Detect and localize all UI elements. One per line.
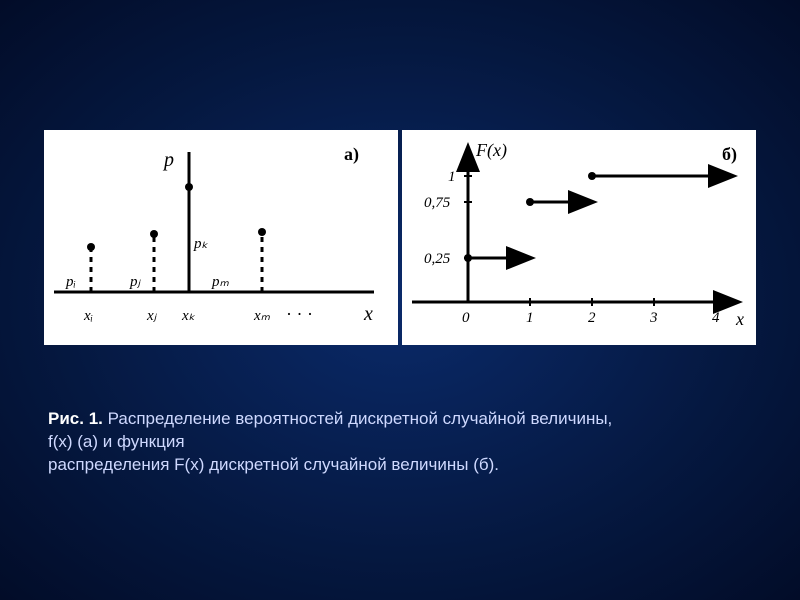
xtick-label: 2: [588, 310, 596, 326]
ytick-label: 0,25: [424, 251, 451, 267]
xtick-label: 0: [462, 310, 470, 326]
panel-a-chart: а) p x pᵢ xᵢ pⱼ xⱼ: [44, 130, 398, 345]
figure-panels: а) p x pᵢ xᵢ pⱼ xⱼ: [44, 130, 756, 345]
caption-line3: распределения F(x) дискретной случайной …: [48, 455, 499, 474]
xtick-label: 4: [712, 310, 720, 326]
panel-b: б) F(x) x 0 1 2 3 4: [402, 130, 756, 345]
stem-marker: [150, 230, 158, 238]
stem-x-tick: xᵢ: [83, 308, 93, 324]
stem-marker: [185, 183, 193, 191]
panel-b-x-label: x: [735, 309, 744, 329]
stem-p-label: pⱼ: [129, 274, 142, 290]
panel-a-y-label: p: [162, 149, 174, 171]
stem-marker: [87, 243, 95, 251]
stem-x-tick: xₖ: [181, 308, 196, 324]
ytick-label: 1: [448, 169, 456, 185]
caption-prefix: Рис. 1.: [48, 409, 108, 428]
panel-b-yticks: 0,25 0,75 1: [424, 169, 472, 267]
figure-caption: Рис. 1. Распределение вероятностей дискр…: [48, 408, 688, 477]
slide: а) p x pᵢ xᵢ pⱼ xⱼ: [0, 0, 800, 600]
panel-a: а) p x pᵢ xᵢ pⱼ xⱼ: [44, 130, 398, 345]
xtick-label: 3: [649, 310, 658, 326]
panel-a-tag: а): [344, 144, 359, 165]
panel-b-tag: б): [722, 144, 737, 165]
stem-p-label: pₖ: [193, 236, 209, 252]
caption-line1: Распределение вероятностей дискретной сл…: [108, 409, 613, 428]
caption-line2: f(x) (а) и функция: [48, 432, 185, 451]
ytick-label: 0,75: [424, 195, 451, 211]
stem-x-tick: xⱼ: [146, 308, 158, 324]
stem-marker: [258, 228, 266, 236]
panel-b-y-label: F(x): [475, 140, 507, 161]
panel-b-chart: б) F(x) x 0 1 2 3 4: [402, 130, 756, 345]
panel-a-ellipsis: · · ·: [286, 304, 313, 324]
stem-x-tick: xₘ: [253, 308, 271, 324]
panel-a-x-label: x: [363, 303, 373, 325]
panel-b-steps: [464, 172, 732, 262]
stem-p-label: pᵢ: [65, 274, 76, 290]
xtick-label: 1: [526, 310, 534, 326]
stem-p-label: pₘ: [211, 274, 230, 290]
